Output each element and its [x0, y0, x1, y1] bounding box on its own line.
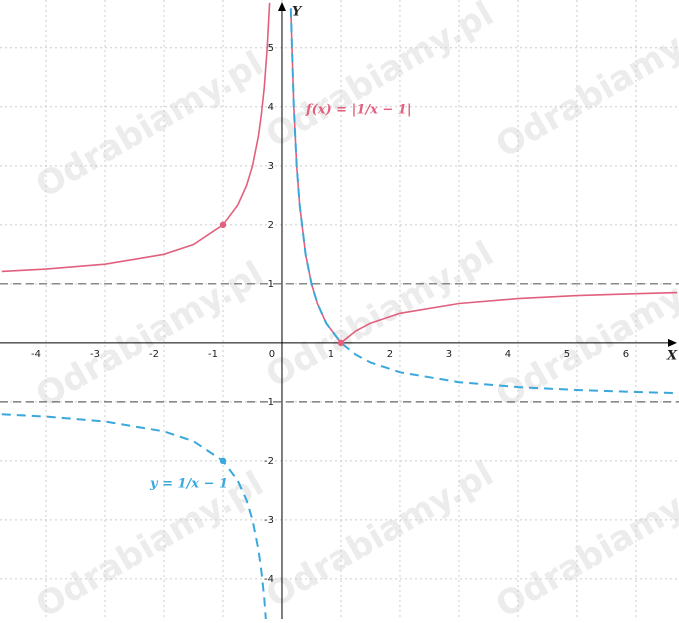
x-tick-label: -3 — [90, 349, 100, 360]
y-tick-label: 2 — [268, 220, 274, 231]
y-tick-label: 4 — [268, 102, 274, 113]
y-axis-label: Y — [292, 5, 303, 20]
point — [219, 457, 227, 465]
y-tick-label: 3 — [268, 161, 274, 172]
y-tick-label: -2 — [264, 456, 274, 467]
curve-label: y = 1/x − 1 — [149, 477, 228, 492]
x-axis-arrow — [668, 338, 677, 347]
x-tick-label: 5 — [564, 349, 570, 360]
watermark: Odrabiamy.pl — [259, 234, 500, 396]
x-axis-label: X — [666, 348, 678, 363]
y-tick-label: -3 — [264, 515, 274, 526]
curve — [1, 8, 678, 619]
watermark: Odrabiamy.pl — [29, 44, 270, 206]
x-tick-label: 1 — [328, 349, 334, 360]
x-tick-label: -4 — [31, 349, 41, 360]
point — [337, 339, 345, 347]
y-tick-label: -1 — [264, 397, 274, 408]
y-tick-label: 1 — [268, 279, 274, 290]
x-tick-label: 0 — [269, 349, 275, 360]
y-axis-arrow — [277, 2, 286, 11]
y-tick-label: -4 — [264, 574, 274, 585]
x-tick-label: -1 — [208, 349, 218, 360]
point — [219, 221, 227, 229]
x-tick-label: 4 — [505, 349, 511, 360]
x-tick-label: -2 — [149, 349, 159, 360]
x-tick-label: 3 — [446, 349, 452, 360]
watermark: Odrabiamy.pl — [259, 454, 500, 616]
y-tick-label: 5 — [268, 43, 274, 54]
watermark: Odrabiamy.pl — [29, 254, 270, 416]
curve-label: f(x) = |1/x − 1| — [305, 103, 412, 118]
x-tick-label: 2 — [387, 349, 393, 360]
x-tick-label: 6 — [623, 349, 629, 360]
